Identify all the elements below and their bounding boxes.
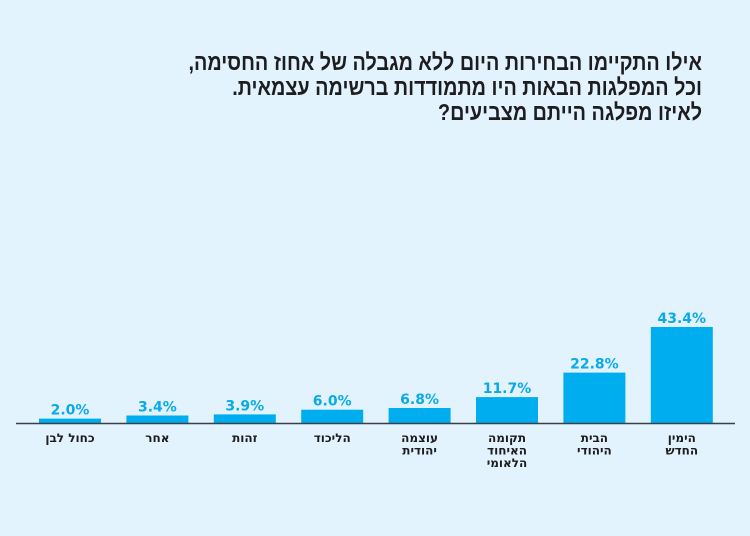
category-label-4-0: עוצמה bbox=[401, 431, 438, 445]
value-label-3: 6.0% bbox=[313, 394, 352, 410]
value-label-6: 22.8% bbox=[570, 357, 619, 373]
bar-2 bbox=[213, 414, 276, 423]
value-label-1: 3.4% bbox=[138, 400, 177, 416]
category-label-1-0: אחר bbox=[145, 431, 169, 445]
category-label-7-0: הימין bbox=[668, 431, 696, 445]
bar-6 bbox=[563, 372, 626, 423]
category-label-3-0: הליכוד bbox=[314, 431, 351, 445]
category-label-4-1: יהודית bbox=[402, 444, 437, 458]
bar-5 bbox=[476, 397, 538, 423]
title-line-2: וכל המפלגות הבאות היו מתמודדות ברשימה עצ… bbox=[232, 74, 702, 100]
category-label-7-1: החדש bbox=[665, 444, 698, 458]
category-label-6-0: הבית bbox=[581, 431, 608, 445]
value-label-4: 6.8% bbox=[400, 392, 439, 408]
category-label-5-2: הלאומי bbox=[487, 456, 528, 470]
value-label-7: 43.4% bbox=[658, 311, 707, 327]
category-label-5-0: תקומה bbox=[488, 431, 526, 445]
category-label-0-0: כחול לבן bbox=[45, 431, 94, 445]
category-label-2-0: זהות bbox=[232, 431, 258, 445]
chart-title: אילו התקיימו הבחירות היום ללא מגבלה של א… bbox=[188, 49, 703, 125]
value-label-2: 3.9% bbox=[225, 398, 264, 414]
bar-3 bbox=[301, 409, 364, 423]
bars-group bbox=[39, 327, 713, 423]
category-label-5-1: האיחוד bbox=[487, 444, 527, 458]
bar-7 bbox=[650, 327, 713, 423]
title-line-1: אילו התקיימו הבחירות היום ללא מגבלה של א… bbox=[188, 49, 703, 75]
value-label-0: 2.0% bbox=[51, 403, 90, 419]
category-label-6-1: היהודי bbox=[577, 444, 612, 458]
bar-4 bbox=[388, 408, 451, 423]
bar-0 bbox=[39, 418, 101, 423]
title-line-3: לאיזו מפלגה הייתם מצביעים? bbox=[438, 99, 702, 125]
labels-group: 2.0% כחול לבן 3.4% אחר 3.9% זהות 6.0% הליכוד 6.8… bbox=[45, 311, 706, 470]
value-label-5: 11.7% bbox=[483, 381, 532, 397]
bar-1 bbox=[126, 415, 189, 423]
